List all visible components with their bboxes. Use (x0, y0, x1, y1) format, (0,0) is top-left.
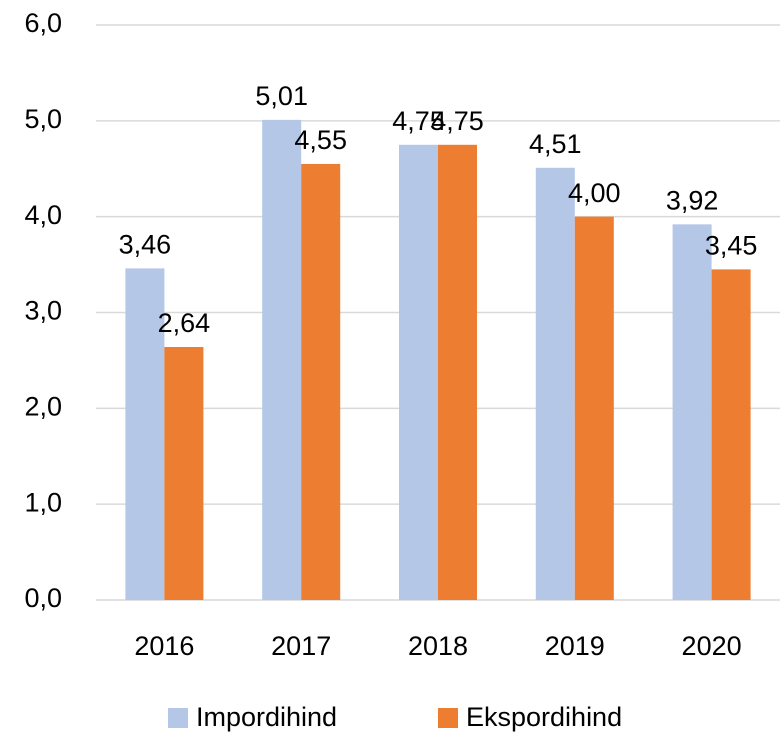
y-tick-label: 0,0 (24, 583, 62, 613)
y-tick-label: 3,0 (24, 296, 62, 326)
y-tick-label: 4,0 (24, 200, 62, 230)
legend-label: Impordihind (196, 702, 337, 732)
data-label: 4,75 (392, 106, 445, 136)
bar (711, 269, 751, 600)
data-label: 5,01 (255, 81, 308, 111)
y-tick-label: 5,0 (24, 104, 62, 134)
x-tick-label: 2018 (408, 631, 468, 661)
legend-swatch (168, 708, 188, 728)
data-label: 2,64 (158, 308, 211, 338)
data-label: 3,46 (119, 230, 172, 260)
y-tick-label: 2,0 (24, 391, 62, 421)
bar (262, 119, 302, 600)
bar (574, 216, 614, 600)
legend-label: Ekspordihind (466, 702, 622, 732)
bar (399, 144, 438, 600)
x-tick-label: 2016 (134, 631, 194, 661)
data-label: 4,00 (568, 178, 621, 208)
bar (672, 224, 712, 601)
bar (438, 144, 477, 600)
data-label: 4,75 (431, 106, 484, 136)
data-label: 3,92 (666, 185, 719, 215)
bar (301, 163, 341, 601)
y-tick-label: 1,0 (24, 487, 62, 517)
x-tick-label: 2019 (545, 631, 605, 661)
bar (164, 347, 204, 600)
data-label: 4,55 (294, 125, 347, 155)
data-label: 3,45 (705, 231, 758, 261)
legend-swatch (438, 708, 458, 728)
y-tick-label: 6,0 (24, 8, 62, 38)
x-tick-label: 2020 (682, 631, 742, 661)
data-label: 4,51 (529, 129, 582, 159)
x-tick-label: 2017 (271, 631, 331, 661)
bar (125, 268, 165, 600)
bar (535, 167, 575, 600)
